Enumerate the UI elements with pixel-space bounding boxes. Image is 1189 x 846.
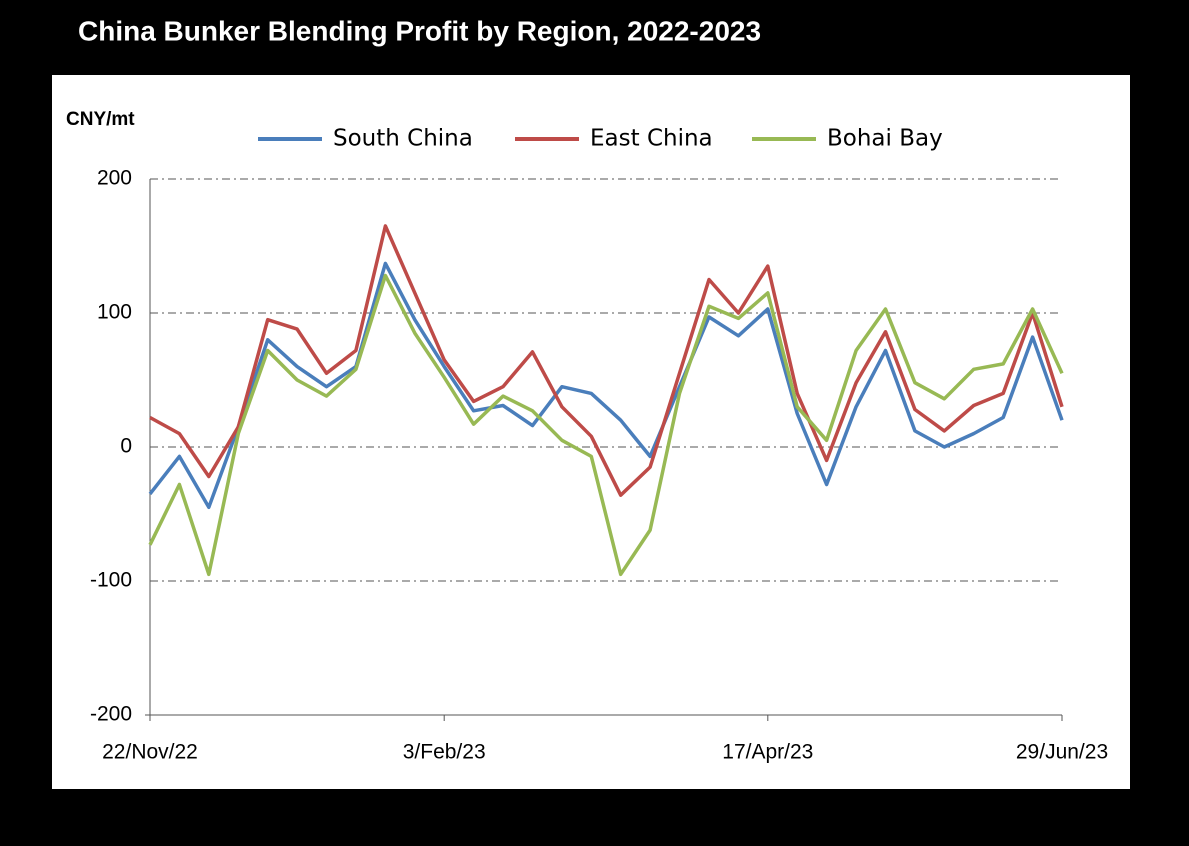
x-tick-label: 3/Feb/23: [403, 741, 486, 764]
chart-title: China Bunker Blending Profit by Region, …: [78, 15, 761, 46]
series-line: [148, 273, 1064, 577]
y-tick-label: 0: [120, 435, 132, 458]
legend-label: East China: [590, 126, 713, 152]
y-axis-label: CNY/mt: [66, 109, 135, 130]
y-tick-label: 200: [97, 167, 132, 190]
x-tick-label: 22/Nov/22: [102, 741, 198, 764]
legend-label: Bohai Bay: [827, 126, 943, 152]
y-tick-label: -100: [90, 569, 132, 592]
legend-label: South China: [333, 126, 473, 152]
x-tick-label: 17/Apr/23: [722, 741, 813, 764]
series-line: [148, 261, 1064, 510]
chart-panel: [52, 75, 1130, 789]
y-tick-label: -200: [90, 703, 132, 726]
y-tick-label: 100: [97, 301, 132, 324]
x-tick-label: 29/Jun/23: [1016, 741, 1108, 764]
series-line: [149, 224, 1064, 497]
